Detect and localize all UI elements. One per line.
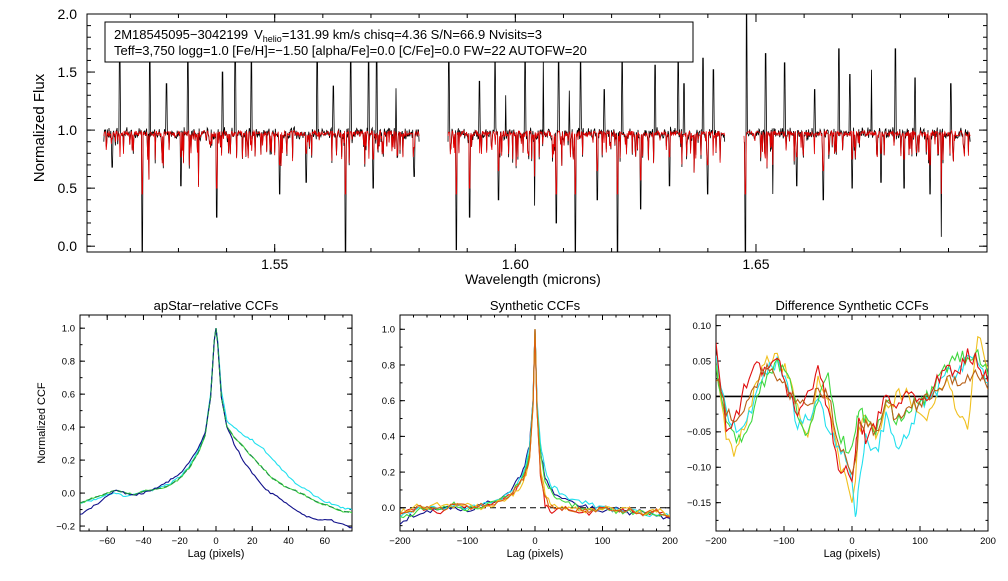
y-tick-label: 0.00 (693, 392, 712, 403)
apstar-ccf-panel: −60 −40 −20 0 20 40 60 −0.2 0.0 0.2 0.4 0.6 0.8 1.0 a… (36, 298, 353, 560)
synthetic-series-blue (400, 329, 670, 525)
difference-xlabel: Lag (pixels) (824, 548, 881, 560)
apstar-xlabel: Lag (pixels) (188, 548, 245, 560)
spectrum-model-chip-1 (103, 129, 420, 195)
synthetic-xlabel: Lag (pixels) (507, 548, 564, 560)
synthetic-ticks: −200 −100 0 100 200 0.0 0.2 0.4 0.6 0.8 1.0 (382, 315, 678, 547)
spectrum-panel: 1.55 1.60 1.65 0.0 0.5 1.0 1.5 2.0 2M18545095−3… (31, 6, 988, 287)
synthetic-series-green (400, 329, 670, 519)
x-tick-label: 100 (595, 536, 611, 547)
apstar-series-green (80, 328, 352, 514)
y-tick-label: 0.4 (382, 432, 395, 443)
x-tick-label: 200 (662, 536, 678, 547)
y-tick-label: 0.0 (58, 238, 78, 254)
y-tick-label: −0.15 (687, 498, 711, 509)
spectrum-model-series (103, 129, 971, 195)
x-tick-label: −100 (773, 536, 794, 547)
vhelio-label: V (254, 27, 263, 42)
y-tick-label: 0.2 (62, 455, 75, 466)
spectrum-ylabel: Normalized Flux (31, 73, 48, 182)
x-tick-label: 60 (320, 536, 331, 547)
x-tick-label: 1.65 (742, 256, 769, 272)
apstar-series-blue (80, 328, 352, 529)
difference-series-orange (716, 362, 988, 476)
apstar-title: apStar−relative CCFs (154, 298, 279, 313)
spectrum-info-box (104, 21, 694, 63)
difference-title: Difference Synthetic CCFs (776, 298, 929, 313)
spectrum-info-line-2: Teff=3,750 logg=1.0 [Fe/H]=−1.50 [alpha/… (114, 43, 587, 58)
synthetic-series (400, 329, 670, 525)
apstar-series-model (80, 328, 352, 514)
vhelio-value: =131.99 km/s chisq=4.36 S/N=66.9 Nvisits… (282, 27, 542, 42)
difference-axes-frame (715, 314, 989, 532)
difference-ticks: −200 −100 0 100 200 −0.15 −0.10 −0.05 0.00 0.05 0.… (687, 315, 996, 547)
x-tick-label: 1.55 (261, 256, 288, 272)
apstar-ticks: −60 −40 −20 0 20 40 60 −0.2 0.0 0.2 0.4 0.6 0.8 1.0 (56, 315, 352, 547)
y-tick-label: 0.6 (62, 389, 75, 400)
x-tick-label: −20 (172, 536, 188, 547)
y-tick-label: 0.05 (693, 356, 712, 367)
synthetic-series-red (400, 329, 670, 518)
apstar-series (80, 328, 352, 529)
y-tick-label: 1.0 (62, 324, 75, 335)
x-tick-label: −40 (135, 536, 151, 547)
x-tick-label: 100 (912, 536, 928, 547)
x-tick-label: −60 (99, 536, 115, 547)
y-tick-label: 2.0 (58, 6, 78, 22)
x-tick-label: 0 (213, 536, 218, 547)
x-tick-label: −200 (705, 536, 726, 547)
spectrum-axes-frame (86, 13, 988, 253)
difference-series-yellow (716, 335, 988, 503)
spectrum-info-line-1: 2M18545095−3042199 Vhelio=131.99 km/s chi… (114, 27, 542, 44)
apstar-series-cyan (80, 328, 352, 511)
y-tick-label: 1.5 (58, 64, 78, 80)
x-tick-label: 200 (980, 536, 996, 547)
y-tick-label: −0.10 (687, 463, 711, 474)
x-tick-label: −100 (457, 536, 478, 547)
apstar-ylabel: Normalized CCF (36, 382, 48, 464)
spectrum-model-chip-2 (447, 129, 726, 195)
y-tick-label: 0.8 (62, 356, 75, 367)
x-tick-label: 1.60 (502, 256, 529, 272)
y-tick-label: 0.2 (382, 467, 395, 478)
y-tick-label: 0.0 (62, 488, 75, 499)
y-tick-label: 0.4 (62, 422, 75, 433)
spectrum-model-chip-3 (743, 129, 971, 195)
spectrum-xlabel: Wavelength (microns) (465, 271, 601, 287)
x-tick-label: 0 (849, 536, 854, 547)
x-tick-label: 20 (247, 536, 258, 547)
y-tick-label: 0.8 (382, 360, 395, 371)
synthetic-series-orange (400, 329, 670, 518)
y-tick-label: −0.2 (56, 521, 75, 532)
difference-ccf-panel: −200 −100 0 100 200 −0.15 −0.10 −0.05 0.00 0.05 0.… (687, 298, 996, 560)
difference-series-red (716, 342, 988, 484)
synthetic-title: Synthetic CCFs (490, 298, 581, 313)
synthetic-series-yellow (400, 329, 670, 517)
star-id: 2M18545095−3042199 (114, 27, 248, 42)
synthetic-ccf-panel: −200 −100 0 100 200 0.0 0.2 0.4 0.6 0.8 1.0 Synthe… (382, 298, 678, 560)
y-tick-label: 0.6 (382, 396, 395, 407)
vhelio-subscript: helio (263, 34, 282, 44)
x-tick-label: 0 (532, 536, 537, 547)
x-tick-label: −200 (389, 536, 410, 547)
spectrum-observed-chip-2 (447, 55, 726, 252)
y-tick-label: 0.10 (693, 321, 712, 332)
y-tick-label: −0.05 (687, 427, 711, 438)
spectrum-ticks: 1.55 1.60 1.65 0.0 0.5 1.0 1.5 2.0 (58, 6, 987, 272)
y-tick-label: 1.0 (58, 122, 78, 138)
difference-series-green (716, 348, 988, 454)
y-tick-label: 1.0 (382, 325, 395, 336)
difference-series (716, 335, 988, 517)
y-tick-label: 0.0 (382, 503, 395, 514)
synthetic-series-cyan (400, 329, 670, 518)
x-tick-label: 40 (283, 536, 294, 547)
y-tick-label: 0.5 (58, 180, 78, 196)
